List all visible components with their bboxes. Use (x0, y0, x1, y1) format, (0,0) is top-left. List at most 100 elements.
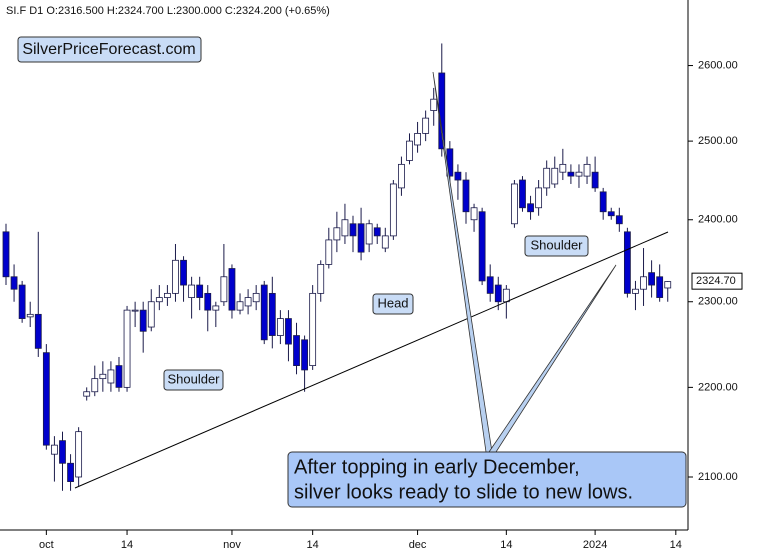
candle-body (430, 98, 438, 111)
candle-body (486, 276, 494, 294)
candle-body (583, 163, 591, 177)
candle-body (51, 444, 58, 455)
candle-body (244, 297, 252, 307)
candle-body (293, 335, 300, 367)
candle-body (188, 284, 196, 298)
candle-body (147, 301, 155, 328)
candle-body (10, 276, 18, 290)
candle-body (381, 235, 389, 249)
candle-body (131, 309, 139, 312)
x-tick-label: dec (409, 539, 427, 551)
candle-body (18, 284, 26, 319)
candle-body (357, 223, 365, 253)
candle-body (83, 391, 91, 397)
candle-body (155, 297, 163, 303)
candle-body (115, 365, 123, 388)
annotation: Shoulder (167, 371, 220, 386)
plot (2, 43, 672, 491)
candle-body (236, 301, 244, 311)
candle-body (470, 207, 478, 221)
candle-body (59, 440, 66, 464)
candle-body (252, 292, 260, 303)
y-tick-label: 2600.00 (698, 59, 738, 71)
watermark-box (17, 36, 202, 63)
candle-body (123, 309, 131, 388)
candle-body (99, 373, 107, 380)
candle-body (163, 292, 171, 298)
candle-body (341, 219, 349, 237)
candle-body (196, 284, 204, 298)
watermark: SilverPriceForecast.com (22, 41, 195, 58)
candle-body (139, 309, 147, 332)
candle-body (373, 227, 381, 237)
candle-body (389, 183, 397, 237)
y-tick-label: 2500.00 (698, 135, 738, 147)
candle-body (543, 167, 551, 189)
candle-body (349, 223, 357, 237)
candle-body (664, 281, 672, 289)
candle-body (301, 339, 308, 371)
candle-body (414, 133, 421, 146)
annotation: Shoulder (530, 237, 583, 252)
candle-body (648, 272, 655, 286)
candle-body (640, 276, 647, 290)
candle-body (575, 171, 583, 177)
callout-text: silver looks ready to slide to new lows. (294, 481, 633, 503)
candle-body (276, 318, 284, 336)
neckline (74, 231, 669, 489)
candle-body (2, 231, 10, 278)
candle-body (462, 179, 470, 213)
candle-body (567, 171, 575, 177)
candle-body (494, 284, 502, 303)
x-tick-label: 14 (307, 539, 319, 551)
candle-body (75, 431, 83, 478)
candle-body (220, 276, 228, 303)
label-box (372, 293, 414, 315)
candle-body (422, 117, 430, 134)
y-tick-label: 2400.00 (698, 214, 738, 226)
y-tick-label: 2300.00 (698, 296, 738, 308)
candle-body (632, 288, 639, 294)
candle-body (527, 203, 534, 213)
callout-box (287, 451, 687, 508)
candle-body (478, 211, 486, 282)
candle-body (325, 239, 333, 265)
candle-body (365, 223, 373, 245)
x-tick-label: 14 (500, 539, 512, 551)
candle-body (91, 378, 99, 393)
candle-body (180, 259, 187, 286)
callout-text: After topping in early December, (294, 456, 580, 478)
candle-body (656, 276, 664, 298)
candle-body (34, 313, 42, 349)
candle-body (551, 167, 559, 185)
candle-body (599, 191, 607, 213)
candle-body (67, 462, 74, 482)
x-tick-label: 14 (121, 539, 133, 551)
candle-body (26, 313, 34, 318)
candle-body (406, 140, 413, 161)
candle-body (519, 179, 526, 209)
candle-body (268, 292, 276, 336)
candle-body (591, 171, 599, 189)
candle-body (333, 227, 341, 241)
candle-body (285, 318, 292, 345)
label-box (163, 369, 224, 391)
candle-body (615, 215, 623, 225)
x-tick-label: oct (39, 539, 54, 551)
candle-body (42, 352, 50, 446)
candle-body (454, 171, 462, 181)
candle-body (511, 183, 518, 225)
candle-body (607, 211, 615, 217)
candle-body (317, 264, 325, 294)
candle-body (260, 284, 268, 341)
candle-body (212, 305, 220, 311)
candle-body (559, 163, 567, 173)
label-box (524, 235, 589, 257)
candle-body (309, 292, 317, 367)
candle-body (107, 369, 115, 384)
candle-body (228, 268, 236, 311)
candle-body (623, 231, 631, 294)
chart-title: SI.F D1 O:2316.500 H:2324.700 L:2300.000… (6, 5, 330, 17)
x-tick-label: 2024 (583, 539, 607, 551)
